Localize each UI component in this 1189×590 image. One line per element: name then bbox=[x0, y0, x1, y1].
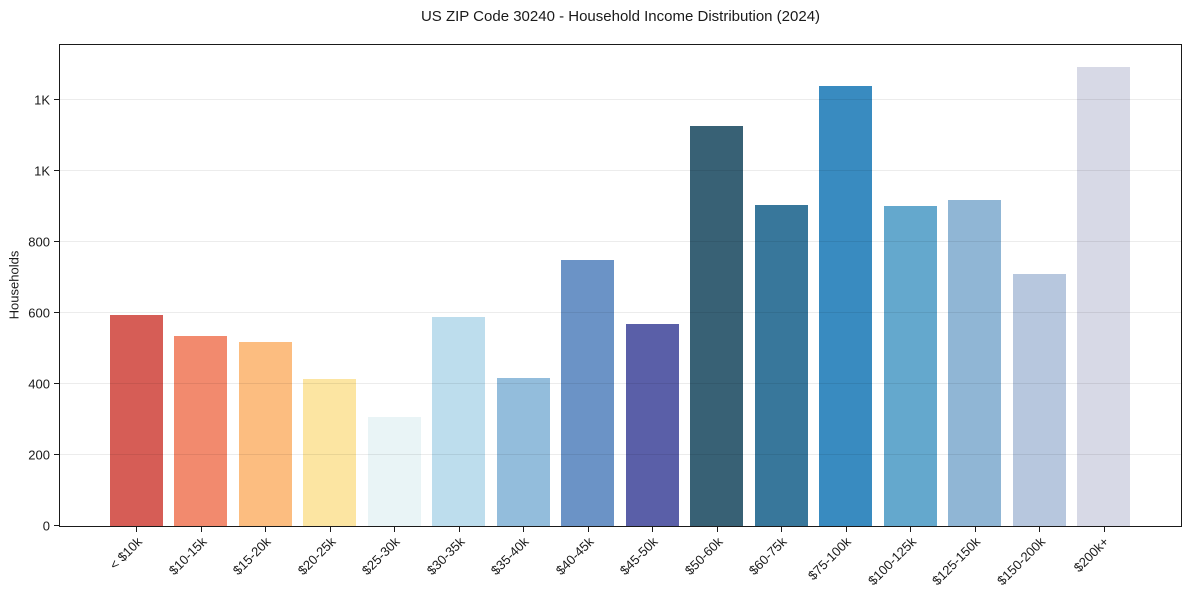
bar bbox=[109, 314, 163, 526]
y-tick-label: 0 bbox=[42, 518, 50, 534]
bar bbox=[948, 199, 1001, 526]
x-tick-mark bbox=[523, 526, 524, 532]
y-axis-label: Households bbox=[6, 250, 22, 320]
x-tick-label: $30-35k bbox=[423, 534, 468, 578]
x-tick-mark bbox=[200, 526, 202, 532]
y-tick-label: 1K bbox=[34, 92, 50, 108]
bar bbox=[819, 85, 872, 526]
x-tick-label: $50-60k bbox=[681, 534, 726, 578]
bar bbox=[561, 259, 614, 526]
y-tick-mark bbox=[54, 453, 60, 455]
x-tick-label: $10-15k bbox=[165, 534, 210, 578]
x-tick-mark bbox=[136, 526, 137, 532]
x-tick-label: $75-100k bbox=[805, 534, 855, 583]
x-tick-label: $20-25k bbox=[294, 534, 339, 578]
x-tick-label: $125-150k bbox=[929, 534, 984, 589]
bar bbox=[367, 417, 421, 526]
bar bbox=[625, 324, 679, 526]
x-tick-mark bbox=[845, 526, 847, 532]
bar bbox=[1012, 274, 1066, 526]
x-tick-mark bbox=[458, 526, 460, 532]
x-tick-mark bbox=[652, 526, 653, 532]
x-tick-mark bbox=[1103, 526, 1105, 532]
x-tick-label: $100-125k bbox=[864, 534, 919, 589]
bar bbox=[496, 377, 550, 526]
x-tick-label: $45-50k bbox=[616, 534, 661, 578]
gridline bbox=[60, 169, 1181, 171]
y-tick-label: 800 bbox=[28, 234, 50, 250]
x-tick-mark bbox=[781, 526, 782, 532]
bar bbox=[1077, 67, 1130, 526]
y-tick-label: 400 bbox=[28, 376, 50, 392]
x-tick-mark bbox=[716, 526, 718, 532]
bar bbox=[883, 205, 937, 526]
gridline bbox=[60, 382, 1181, 384]
x-tick-mark bbox=[329, 526, 331, 532]
x-tick-mark bbox=[587, 526, 589, 532]
gridline bbox=[60, 240, 1181, 242]
x-tick-mark bbox=[265, 526, 266, 532]
bar bbox=[754, 204, 808, 526]
y-tick-mark bbox=[54, 525, 60, 526]
y-tick-label: 200 bbox=[28, 447, 50, 463]
y-tick-mark bbox=[54, 98, 60, 100]
bar bbox=[690, 126, 743, 526]
bar bbox=[238, 342, 292, 526]
x-tick-label: $15-20k bbox=[229, 534, 274, 578]
y-tick-label: 600 bbox=[28, 305, 50, 321]
x-tick-mark bbox=[1039, 526, 1040, 532]
x-tick-label: $200k+ bbox=[1071, 534, 1113, 576]
gridline bbox=[60, 98, 1181, 100]
x-tick-label: < $10k bbox=[106, 534, 145, 573]
x-tick-mark bbox=[910, 526, 911, 532]
y-tick-mark bbox=[54, 169, 60, 171]
x-tick-label: $25-30k bbox=[358, 534, 403, 578]
gridline bbox=[60, 311, 1181, 313]
x-tick-mark bbox=[974, 526, 976, 532]
bar bbox=[303, 378, 356, 526]
x-tick-mark bbox=[394, 526, 395, 532]
x-tick-label: $35-40k bbox=[487, 534, 532, 578]
x-tick-label: $150-200k bbox=[993, 534, 1048, 589]
plot-area: 0 200 400 600 800 1K 1K < $10k $10-15k $15-20k $2… bbox=[28, 44, 1182, 588]
y-tick-label: 1K bbox=[34, 163, 50, 179]
gridline bbox=[60, 453, 1181, 455]
y-tick-mark bbox=[54, 240, 60, 242]
x-tick-label: $60-75k bbox=[745, 534, 790, 578]
y-tick-mark bbox=[54, 311, 60, 313]
bar bbox=[174, 336, 227, 526]
x-tick-label: $40-45k bbox=[552, 534, 597, 578]
bar bbox=[432, 317, 485, 526]
chart-title: US ZIP Code 30240 - Household Income Dis… bbox=[420, 8, 821, 25]
y-tick-mark bbox=[54, 382, 60, 384]
